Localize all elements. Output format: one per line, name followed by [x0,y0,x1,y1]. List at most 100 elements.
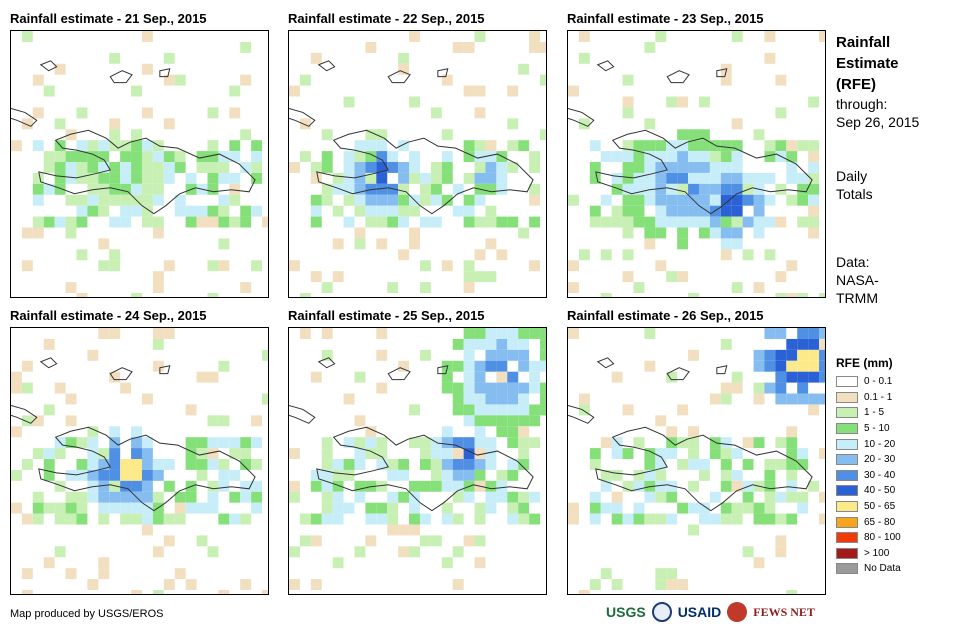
rainfall-cell [819,292,825,297]
rainfall-cell [819,360,825,372]
rainfall-cell [775,393,787,405]
rainfall-cell [742,437,754,449]
rainfall-cell [76,437,88,449]
rainfall-cell [409,96,420,108]
rainfall-cell [343,162,355,173]
rainfall-cell [600,502,612,514]
rainfall-cells [11,31,268,297]
legend-label: 0 - 0.1 [864,376,893,388]
fews-net-sun-icon [727,602,748,622]
rainfall-cell [218,360,230,372]
rainfall-cell [753,502,765,514]
rainfall-cell [430,172,442,184]
rainfall-cell [321,502,333,514]
rainfall-cell [229,216,241,228]
rainfall-cell [141,491,153,503]
rainfall-cell [611,448,623,460]
rainfall-cell [474,162,486,173]
rainfall-cell [518,491,530,503]
rainfall-cell [540,328,546,339]
rainfall-cell [152,513,164,525]
rainfall-cell [622,513,634,525]
rainfall-cell [666,205,678,217]
rainfall-cell [11,382,22,394]
rainfall-cell [474,557,486,569]
rainfall-cell [321,491,333,503]
rainfall-cell [430,480,442,492]
rainfall-cell [365,129,377,141]
rainfall-cell [655,227,667,239]
rainfall-cell [131,426,142,438]
rainfall-cell [109,260,121,272]
rainfall-cell [207,162,219,173]
rainfall-cell [332,502,344,514]
rainfall-cell [474,448,486,460]
rainfall-cell [120,162,132,173]
rainfall-cell [163,535,175,547]
rainfall-cell [463,404,475,416]
map-title-line-2: Estimate [836,55,899,72]
rainfall-cell [529,513,541,525]
rainfall-cell [644,216,656,228]
rainfall-cell [731,205,743,217]
rainfall-cell [229,194,241,206]
rainfall-cell [507,459,519,470]
rainfall-cell [441,371,453,383]
rainfall-cell [589,491,601,503]
rainfall-cell [474,393,486,405]
rainfall-cell [709,227,721,239]
rainfall-cell [677,129,689,141]
rainfall-cell [218,238,230,250]
rainfall-cell [611,491,623,503]
rainfall-cell [507,216,519,228]
rainfall-cell [764,382,776,394]
rainfall-cell [207,480,219,492]
rainfall-cell [786,459,798,470]
rainfall-cell [163,328,175,339]
rainfall-cell [376,382,388,394]
rainfall-cell [518,437,530,449]
rainfall-cell [163,513,175,525]
rainfall-cell [11,371,22,383]
rainfall-cell [251,459,263,470]
rainfall-cell [720,194,732,206]
rainfall-cell [54,151,66,163]
rainfall-cell [299,328,311,339]
rainfall-cell [786,491,798,503]
rainfall-cell [529,41,541,53]
rainfall-cell [731,162,743,173]
rainfall-cell [786,393,798,405]
rainfall-cell [731,238,743,250]
rainfall-cell [218,216,230,228]
rainfall-cell [152,282,164,293]
rainfall-cell [376,448,388,460]
map-credit: Map produced by USGS/EROS [10,608,164,620]
rainfall-cell [229,172,241,184]
rainfall-cell [731,31,743,42]
rainfall-cell [240,162,252,173]
rainfall-cell [819,338,825,350]
rainfall-cells [289,328,546,590]
rainfall-cell [98,448,110,460]
rainfall-cells [289,31,546,297]
rainfall-cell [463,469,475,481]
rainfall-cell [120,151,132,163]
rainfall-cell [496,382,508,394]
rainfall-cell [633,469,645,481]
rainfall-cell [507,393,519,405]
rainfall-cell [474,459,486,470]
rainfall-cell [720,140,732,152]
rainfall-cell [54,172,66,184]
rainfall-cell [485,216,497,228]
rainfall-cell [775,140,787,152]
rainfall-cell [43,404,55,416]
rainfall-cell [753,216,765,228]
map-panel-3 [567,30,826,298]
rainfall-cell [633,140,645,152]
rainfall-cell [463,459,475,470]
rainfall-cell [120,480,132,492]
rainfall-cell [507,338,519,350]
rainfall-cell [251,415,263,427]
rainfall-cell [677,96,689,108]
rainfall-cell [262,589,268,594]
